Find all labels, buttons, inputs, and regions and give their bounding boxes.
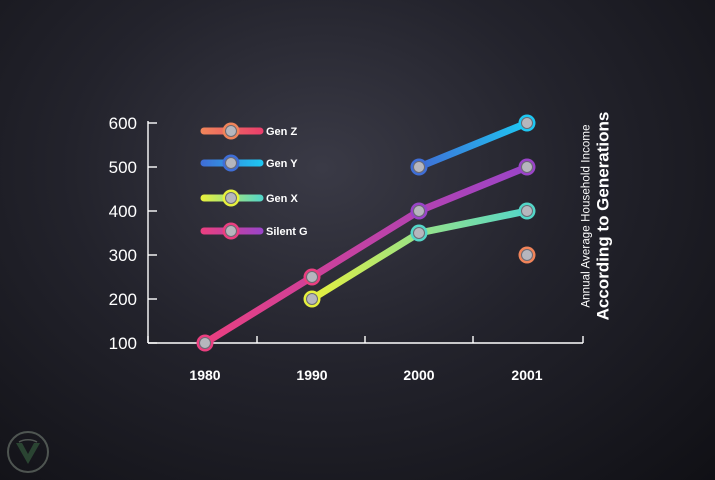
data-point-gen-x: [410, 224, 428, 242]
y-tick-label: 500: [109, 158, 137, 177]
data-point-silent-g: [410, 202, 428, 220]
series-line-silent-g: [201, 163, 531, 347]
x-tick-label: 1980: [189, 367, 220, 383]
legend-label: Gen Y: [266, 158, 298, 170]
chart-title: Annual Average Household Income: [580, 124, 593, 308]
legend-item-silent-g: Silent G: [200, 222, 308, 240]
x-tick-label: 2000: [403, 367, 434, 383]
data-point-gen-y: [518, 114, 536, 132]
chart-title-block: Annual Average Household Income Accordin…: [581, 112, 614, 321]
legend-item-gen-z: Gen Z: [200, 122, 297, 140]
y-tick-label: 200: [109, 290, 137, 309]
x-tick-label: 1990: [296, 367, 327, 383]
legend-label: Silent G: [266, 226, 308, 238]
data-point-silent-g: [196, 334, 214, 352]
x-tick-label: 2001: [511, 367, 542, 383]
chart-points: [196, 114, 536, 352]
y-tick-label: 600: [109, 114, 137, 133]
chart-subtitle: According to Generations: [593, 111, 613, 321]
chart-ticks: 100 200 300 400 500 600 1980 1990 2000 2001: [109, 114, 584, 383]
y-tick-label: 100: [109, 334, 137, 353]
data-point-gen-x: [518, 202, 536, 220]
data-point-gen-x: [303, 290, 321, 308]
watermark-logo-icon: [7, 431, 49, 473]
series-line-gen-y: [415, 119, 531, 171]
legend-label: Gen X: [266, 193, 298, 205]
data-point-gen-z: [518, 246, 536, 264]
legend-label: Gen Z: [266, 126, 297, 138]
data-point-silent-g: [518, 158, 536, 176]
chart-legend: Gen Z Gen Y Gen X Silent G: [200, 122, 308, 240]
y-tick-label: 400: [109, 202, 137, 221]
y-tick-label: 300: [109, 246, 137, 265]
legend-item-gen-x: Gen X: [200, 189, 298, 207]
legend-item-gen-y: Gen Y: [200, 154, 298, 172]
data-point-silent-g: [303, 268, 321, 286]
data-point-gen-y: [410, 158, 428, 176]
